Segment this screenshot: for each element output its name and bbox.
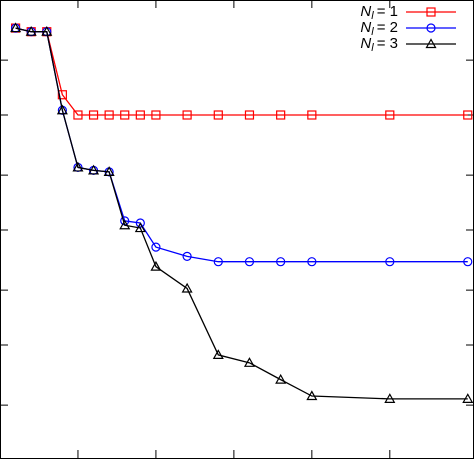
marker bbox=[134, 222, 146, 233]
marker bbox=[213, 257, 223, 267]
legend-label: Nl = 3 bbox=[360, 35, 398, 54]
marker bbox=[182, 110, 192, 120]
legend-subscript: l bbox=[371, 10, 374, 22]
marker bbox=[385, 257, 395, 267]
marker bbox=[56, 104, 68, 115]
marker bbox=[463, 110, 473, 120]
legend-symbol: N bbox=[360, 3, 371, 20]
marker bbox=[243, 357, 255, 367]
series-line bbox=[15, 27, 468, 263]
marker bbox=[151, 242, 161, 252]
legend-symbol: N bbox=[360, 35, 371, 52]
marker bbox=[244, 257, 255, 267]
marker bbox=[426, 23, 436, 33]
marker bbox=[462, 393, 474, 403]
marker bbox=[72, 161, 84, 172]
marker bbox=[73, 110, 83, 120]
marker bbox=[275, 373, 287, 384]
marker bbox=[385, 110, 395, 120]
series-line bbox=[15, 27, 468, 116]
marker bbox=[426, 7, 436, 17]
marker bbox=[306, 390, 318, 401]
legend-subscript: l bbox=[371, 42, 374, 54]
marker bbox=[41, 25, 53, 36]
marker bbox=[307, 257, 317, 267]
marker bbox=[25, 25, 37, 36]
series-line bbox=[15, 27, 468, 400]
legend-label: Nl = 1 bbox=[360, 3, 398, 22]
marker bbox=[150, 260, 162, 271]
marker bbox=[384, 393, 396, 403]
marker bbox=[103, 166, 115, 177]
marker bbox=[119, 219, 131, 230]
marker bbox=[182, 251, 192, 261]
marker bbox=[244, 110, 255, 120]
marker bbox=[307, 110, 317, 120]
marker bbox=[212, 349, 224, 360]
marker bbox=[10, 22, 22, 33]
marker bbox=[120, 110, 130, 120]
marker bbox=[57, 90, 67, 100]
legend-subscript: l bbox=[371, 26, 374, 38]
marker bbox=[213, 110, 223, 120]
marker bbox=[425, 38, 437, 49]
marker bbox=[276, 110, 286, 120]
marker bbox=[151, 110, 161, 120]
legend-name: = 3 bbox=[377, 35, 398, 52]
marker bbox=[104, 110, 114, 120]
marker bbox=[135, 218, 145, 228]
marker bbox=[276, 257, 286, 267]
marker bbox=[88, 110, 99, 120]
marker bbox=[181, 282, 193, 293]
marker bbox=[135, 110, 145, 120]
legend-symbol: N bbox=[360, 19, 371, 36]
marker bbox=[463, 257, 473, 267]
legend-name: = 2 bbox=[377, 19, 398, 36]
marker bbox=[88, 164, 100, 175]
legend-label: Nl = 2 bbox=[360, 19, 398, 38]
legend-name: = 1 bbox=[377, 3, 398, 20]
